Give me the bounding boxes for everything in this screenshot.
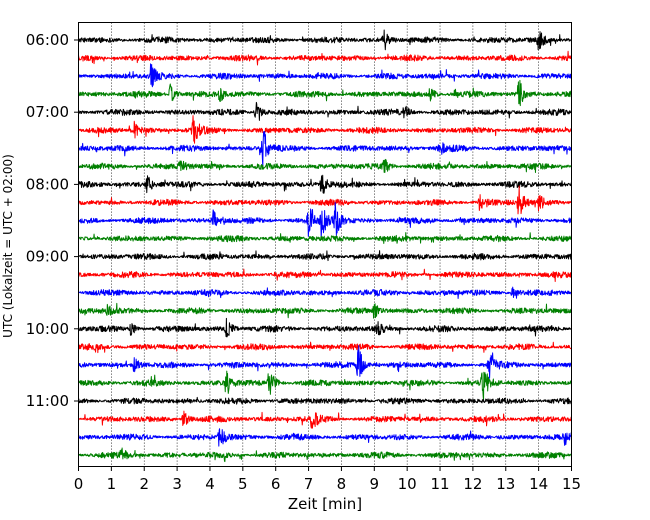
trace-0800 <box>78 174 572 194</box>
trace-0700 <box>78 101 572 121</box>
trace-0900 <box>78 250 572 262</box>
trace-1115 <box>78 410 572 429</box>
trace-1015 <box>78 341 572 354</box>
x-tick-label: 8 <box>337 475 347 493</box>
trace-1130 <box>78 428 572 447</box>
y-tick-label: 06:00 <box>26 31 69 49</box>
x-axis-label: Zeit [min] <box>288 495 362 513</box>
plot-frame <box>78 22 572 467</box>
trace-0615 <box>78 50 572 66</box>
y-axis-label: UTC (Lokalzeit = UTC + 02:00) <box>1 154 15 338</box>
trace-1145 <box>78 447 572 463</box>
grid-lines <box>111 22 539 467</box>
y-tick-label: 11:00 <box>26 392 69 410</box>
trace-1000 <box>78 317 572 338</box>
x-tick-label: 15 <box>562 475 581 493</box>
x-tick-label: 12 <box>463 475 482 493</box>
y-tick-label: 10:00 <box>26 320 69 338</box>
x-tick-label: 9 <box>370 475 380 493</box>
x-tick-label: 11 <box>430 475 449 493</box>
trace-0830 <box>78 202 572 240</box>
trace-0930 <box>78 286 572 299</box>
y-tick-label: 07:00 <box>26 103 69 121</box>
x-tick-label: 4 <box>205 475 215 493</box>
trace-0815 <box>78 185 572 215</box>
trace-0730 <box>78 131 572 168</box>
x-tick-label: 6 <box>271 475 281 493</box>
x-tick-label: 1 <box>107 475 117 493</box>
y-tick-label: 09:00 <box>26 248 69 266</box>
trace-0715 <box>78 115 572 144</box>
x-tick-label: 5 <box>238 475 248 493</box>
trace-1100 <box>78 396 572 405</box>
trace-0945 <box>78 302 572 319</box>
x-tick-label: 14 <box>529 475 548 493</box>
trace-1030 <box>78 345 572 379</box>
x-tick-label: 3 <box>172 475 182 493</box>
trace-0630 <box>78 63 572 88</box>
x-tick-label: 10 <box>398 475 417 493</box>
y-tick-label: 08:00 <box>26 175 69 193</box>
x-axis-ticks: 0 1 2 3 4 5 6 7 8 9 10 11 12 13 14 15 <box>74 466 581 493</box>
x-tick-label: 7 <box>304 475 314 493</box>
trace-1045 <box>78 370 572 402</box>
trace-0915 <box>78 268 572 282</box>
seismic-traces <box>78 29 572 463</box>
trace-0645 <box>78 79 572 107</box>
x-tick-label: 0 <box>74 475 84 493</box>
trace-0600 <box>78 29 572 51</box>
x-tick-label: 13 <box>496 475 515 493</box>
trace-0745 <box>78 158 572 173</box>
trace-0845 <box>78 232 572 244</box>
x-tick-label: 2 <box>139 475 149 493</box>
y-axis-ticks: 06:00 07:00 08:00 09:00 10:00 11:00 <box>26 31 79 410</box>
